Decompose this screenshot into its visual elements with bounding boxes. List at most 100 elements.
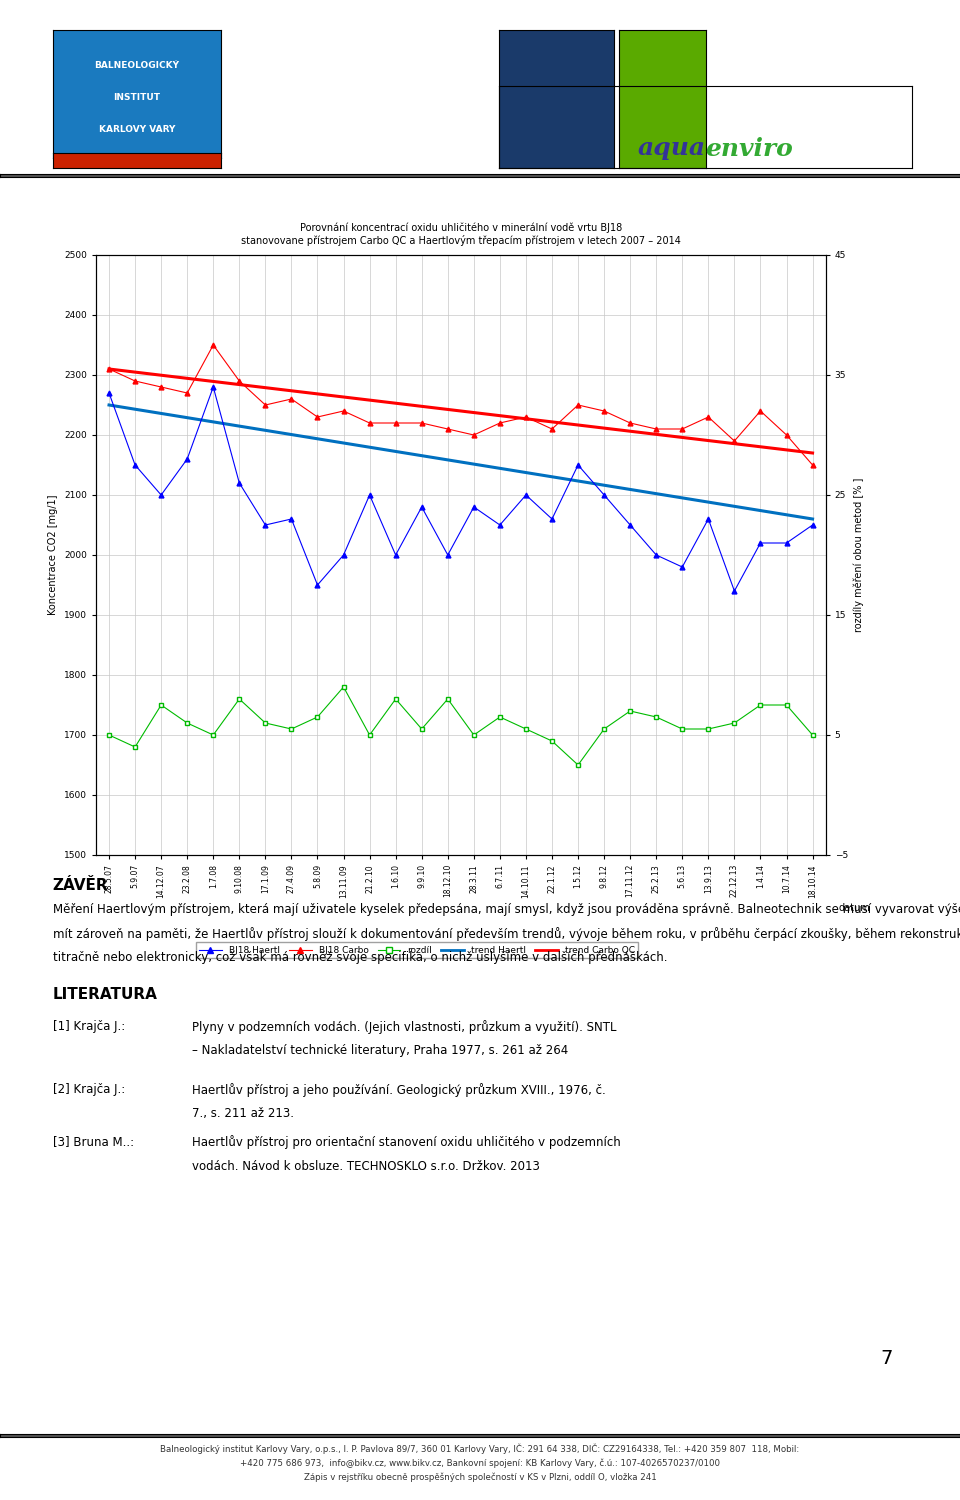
- BJ18 Haertl: [312, 576, 324, 594]
- rozdíl: [703, 720, 714, 738]
- Line: trend Carbo QC: trend Carbo QC: [109, 369, 812, 453]
- trend Haertl: [598, 476, 610, 494]
- BJ18 Carbo: [546, 420, 558, 438]
- BJ18 Haertl: [520, 486, 532, 504]
- trend Carbo QC: [286, 382, 298, 400]
- Text: LITERATURA: LITERATURA: [53, 987, 157, 1002]
- rozdíl: [572, 756, 584, 774]
- trend Haertl: [729, 498, 740, 516]
- BJ18 Carbo: [572, 396, 584, 414]
- trend Haertl: [259, 422, 271, 440]
- BJ18 Carbo: [468, 426, 480, 444]
- Text: – Nakladatelství technické literatury, Praha 1977, s. 261 až 264: – Nakladatelství technické literatury, P…: [192, 1044, 568, 1058]
- BJ18 Haertl: [729, 582, 740, 600]
- BJ18 Carbo: [494, 414, 506, 432]
- BJ18 Haertl: [546, 510, 558, 528]
- Text: 7., s. 211 až 213.: 7., s. 211 až 213.: [192, 1107, 294, 1120]
- trend Carbo QC: [651, 426, 662, 444]
- Text: Haertlův přístroj pro orientační stanovení oxidu uhličitého v podzemních: Haertlův přístroj pro orientační stanove…: [192, 1136, 621, 1149]
- BJ18 Carbo: [755, 402, 766, 420]
- rozdíl: [546, 732, 558, 750]
- trend Carbo QC: [494, 406, 506, 424]
- rozdíl: [624, 702, 636, 720]
- rozdíl: [677, 720, 688, 738]
- BJ18 Carbo: [677, 420, 688, 438]
- BJ18 Haertl: [233, 474, 245, 492]
- BJ18 Haertl: [572, 456, 584, 474]
- BJ18 Carbo: [364, 414, 375, 432]
- rozdíl: [806, 726, 818, 744]
- trend Haertl: [390, 442, 401, 460]
- trend Haertl: [416, 447, 427, 465]
- BJ18 Haertl: [390, 546, 401, 564]
- Text: aqua: aqua: [637, 136, 706, 160]
- BJ18 Haertl: [468, 498, 480, 516]
- BJ18 Carbo: [312, 408, 324, 426]
- Text: KARLOVY VARY: KARLOVY VARY: [99, 124, 175, 134]
- trend Carbo QC: [130, 363, 141, 381]
- BJ18 Carbo: [104, 360, 115, 378]
- rozdíl: [286, 720, 298, 738]
- Text: [3] Bruna M..:: [3] Bruna M..:: [53, 1136, 134, 1149]
- BJ18 Haertl: [677, 558, 688, 576]
- trend Carbo QC: [624, 422, 636, 440]
- trend Haertl: [624, 480, 636, 498]
- trend Haertl: [104, 396, 115, 414]
- BJ18 Carbo: [207, 336, 219, 354]
- trend Haertl: [703, 494, 714, 512]
- trend Haertl: [651, 484, 662, 502]
- trend Carbo QC: [806, 444, 818, 462]
- trend Haertl: [546, 468, 558, 486]
- BJ18 Carbo: [624, 414, 636, 432]
- Text: INSTITUT: INSTITUT: [113, 93, 160, 102]
- Text: 7: 7: [880, 1348, 893, 1368]
- rozdíl: [442, 690, 453, 708]
- Text: ZÁVĚR: ZÁVĚR: [53, 878, 108, 892]
- BJ18 Carbo: [520, 408, 532, 426]
- rozdíl: [338, 678, 349, 696]
- Y-axis label: rozdíly měření obou metod [% ]: rozdíly měření obou metod [% ]: [853, 478, 864, 632]
- trend Carbo QC: [598, 419, 610, 436]
- BJ18 Carbo: [233, 372, 245, 390]
- trend Carbo QC: [259, 378, 271, 396]
- Text: enviro: enviro: [706, 136, 793, 160]
- BJ18 Carbo: [780, 426, 792, 444]
- Text: mít zároveň na paměti, že Haertlův přístroj slouží k dokumentování především tre: mít zároveň na paměti, že Haertlův příst…: [53, 927, 960, 940]
- rozdíl: [181, 714, 193, 732]
- trend Haertl: [338, 433, 349, 451]
- BJ18 Haertl: [703, 510, 714, 528]
- trend Carbo QC: [364, 392, 375, 410]
- X-axis label: datum: datum: [839, 903, 871, 914]
- Text: Balneologický institut Karlovy Vary, o.p.s., I. P. Pavlova 89/7, 360 01 Karlovy : Balneologický institut Karlovy Vary, o.p…: [160, 1443, 800, 1454]
- BJ18 Haertl: [130, 456, 141, 474]
- trend Carbo QC: [520, 410, 532, 428]
- BJ18 Haertl: [416, 498, 427, 516]
- BJ18 Carbo: [181, 384, 193, 402]
- Y-axis label: Koncentrace CO2 [mg/1]: Koncentrace CO2 [mg/1]: [48, 495, 59, 615]
- BJ18 Carbo: [130, 372, 141, 390]
- BJ18 Haertl: [651, 546, 662, 564]
- trend Haertl: [494, 459, 506, 477]
- trend Carbo QC: [703, 432, 714, 450]
- trend Carbo QC: [233, 375, 245, 393]
- Line: rozdíl: rozdíl: [107, 684, 815, 768]
- BJ18 Haertl: [156, 486, 167, 504]
- trend Carbo QC: [572, 416, 584, 434]
- BJ18 Carbo: [390, 414, 401, 432]
- Line: trend Haertl: trend Haertl: [109, 405, 812, 519]
- trend Haertl: [156, 405, 167, 423]
- trend Carbo QC: [338, 388, 349, 406]
- trend Carbo QC: [390, 394, 401, 412]
- BJ18 Haertl: [259, 516, 271, 534]
- trend Carbo QC: [181, 369, 193, 387]
- trend Haertl: [312, 430, 324, 448]
- BJ18 Carbo: [156, 378, 167, 396]
- trend Carbo QC: [546, 413, 558, 430]
- BJ18 Haertl: [755, 534, 766, 552]
- rozdíl: [156, 696, 167, 714]
- Text: +420 775 686 973,  info@bikv.cz, www.bikv.cz, Bankovní spojení: KB Karlovy Vary,: +420 775 686 973, info@bikv.cz, www.bikv…: [240, 1458, 720, 1467]
- trend Haertl: [364, 438, 375, 456]
- rozdíl: [364, 726, 375, 744]
- trend Carbo QC: [677, 429, 688, 447]
- rozdíl: [520, 720, 532, 738]
